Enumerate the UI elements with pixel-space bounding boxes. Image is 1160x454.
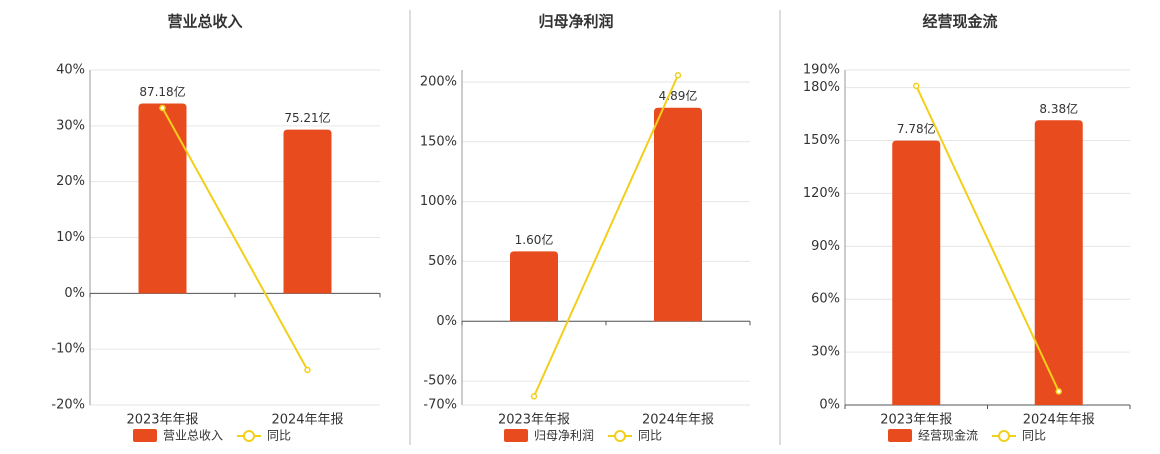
y-tick-label: -50%: [423, 374, 457, 389]
y-tick-label: 150%: [803, 133, 840, 148]
x-tick-label: 2024年年报: [642, 413, 714, 428]
line: [533, 74, 679, 397]
legend-swatch: [998, 430, 1011, 442]
y-tick-label: 150%: [420, 134, 457, 149]
x-tick-label: 2024年年报: [271, 413, 343, 428]
data-label: 1.60亿: [515, 232, 554, 247]
legend-swatch: [133, 429, 157, 442]
y-tick-label: 0%: [436, 314, 457, 329]
x-tick-label: 2023年年报: [498, 413, 570, 428]
chart-title: 归母净利润: [538, 13, 613, 31]
data-label: 75.21亿: [284, 110, 330, 125]
legend-swatch: [504, 429, 528, 442]
line-marker: [1055, 388, 1062, 395]
legend-swatch: [614, 430, 627, 442]
chart-title: 营业总收入: [167, 13, 242, 31]
legend-label: 同比: [1022, 429, 1046, 443]
y-tick-label: 0%: [819, 398, 840, 413]
line-marker: [913, 82, 920, 90]
line-marker: [304, 366, 311, 374]
y-tick-label: 100%: [420, 194, 457, 209]
data-label: 7.78亿: [897, 121, 936, 136]
data-label: 8.38亿: [1039, 101, 1078, 116]
y-tick-label: 200%: [420, 74, 457, 89]
y-tick-label: 120%: [803, 186, 840, 201]
line-marker: [159, 104, 166, 112]
x-tick-label: 2024年年报: [1023, 413, 1095, 428]
legend-swatch: [243, 430, 256, 442]
line-marker: [530, 393, 538, 400]
bar: [138, 103, 187, 294]
y-tick-label: -70%: [423, 398, 457, 413]
bar: [283, 129, 332, 294]
y-tick-label: 0%: [64, 286, 85, 301]
chart-title: 经营现金流: [922, 13, 997, 31]
y-tick-label: 40%: [56, 63, 85, 78]
bar: [892, 140, 941, 406]
y-tick-label: 190%: [803, 63, 840, 78]
y-tick-label: 30%: [811, 345, 840, 360]
legend-label: 经营现金流: [918, 428, 978, 443]
data-label: 87.18亿: [139, 84, 185, 99]
legend-swatch: [888, 429, 912, 442]
bar: [654, 107, 702, 322]
y-tick-label: 20%: [56, 174, 85, 189]
y-tick-label: 90%: [811, 239, 840, 254]
bar: [1034, 120, 1083, 405]
y-tick-label: 10%: [56, 230, 85, 245]
y-tick-label: 180%: [803, 80, 840, 95]
y-tick-label: -20%: [51, 398, 85, 413]
legend-label: 营业总收入: [163, 429, 223, 443]
x-tick-label: 2023年年报: [880, 413, 952, 428]
legend-label: 同比: [638, 429, 662, 443]
legend-label: 同比: [267, 429, 291, 443]
y-tick-label: 30%: [56, 118, 85, 133]
legend-label: 归母净利润: [534, 429, 594, 443]
y-tick-label: 60%: [811, 292, 840, 307]
data-label: 4.89亿: [659, 88, 698, 103]
line: [161, 107, 309, 371]
x-tick-label: 2023年年报: [126, 413, 198, 428]
line: [915, 85, 1060, 392]
y-tick-label: 50%: [428, 254, 457, 269]
bar: [510, 251, 558, 322]
y-tick-label: -10%: [51, 342, 85, 357]
line-marker: [674, 72, 682, 79]
